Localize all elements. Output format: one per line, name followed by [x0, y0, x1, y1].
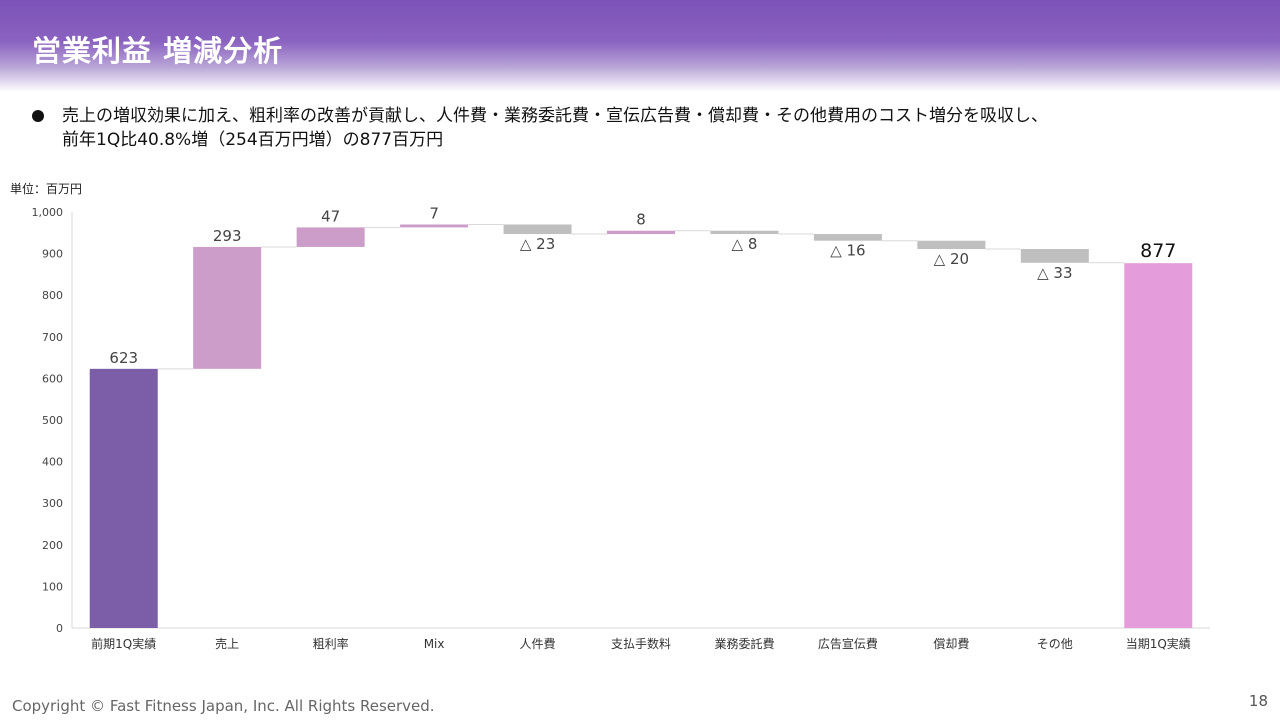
summary-text-line2: 前年1Q比40.8%増（254百万円増）の877百万円	[62, 130, 444, 150]
y-tick-label: 1,000	[32, 206, 64, 219]
bullet-dot-icon	[32, 110, 44, 122]
header-bar: 営業利益 増減分析	[0, 0, 1280, 92]
bar-売上	[193, 246, 262, 369]
bar-粗利率	[296, 227, 365, 247]
data-label: △ 20	[934, 250, 969, 268]
bar-業務委託費	[710, 230, 779, 235]
summary-text-line1: 売上の増収効果に加え、粗利率の改善が貢献し、人件費・業務委託費・宣伝広告費・償却…	[62, 106, 1048, 126]
data-label: △ 33	[1037, 264, 1072, 282]
y-tick-label: 800	[42, 289, 63, 302]
page-title: 営業利益 増減分析	[32, 34, 284, 68]
unit-label: 単位：百万円	[10, 182, 83, 196]
bar-その他	[1020, 249, 1089, 263]
waterfall-chart: 0 100 200 300 400 500 600 700 800 900 1,000 623 前期1Q…	[32, 204, 1210, 651]
bar-人件費	[503, 224, 572, 235]
x-category-label: 広告宣伝費	[818, 636, 878, 651]
x-category-label: 売上	[215, 636, 239, 651]
x-category-label: 粗利率	[313, 636, 349, 651]
page-number: 18	[1248, 692, 1268, 710]
data-label: 47	[321, 207, 340, 225]
bar-当期1Q実績	[1124, 263, 1193, 628]
bar-償却費	[917, 240, 986, 250]
data-label: 8	[636, 211, 646, 229]
copyright-text: Copyright © Fast Fitness Japan, Inc. All…	[12, 697, 435, 715]
data-label: 7	[429, 204, 439, 222]
y-tick-label: 400	[42, 456, 63, 469]
x-category-label: その他	[1037, 637, 1073, 651]
y-tick-label: 900	[42, 248, 63, 261]
y-tick-label: 100	[42, 580, 63, 593]
x-category-label: 前期1Q実績	[91, 636, 156, 651]
data-label: 623	[109, 349, 138, 367]
x-category-label: 支払手数料	[611, 636, 671, 651]
data-label: 293	[213, 227, 242, 245]
bar-Mix	[400, 224, 469, 228]
x-category-label: Mix	[424, 637, 445, 651]
data-label: △ 16	[830, 242, 865, 260]
y-tick-label: 500	[42, 414, 63, 427]
bar-前期1Q実績	[89, 368, 158, 628]
y-tick-label: 200	[42, 539, 63, 552]
x-category-label: 当期1Q実績	[1126, 636, 1191, 651]
y-tick-label: 0	[56, 622, 63, 635]
bar-支払手数料	[607, 230, 675, 235]
data-label: △ 23	[520, 235, 555, 253]
data-label: 877	[1140, 240, 1176, 262]
y-tick-label: 600	[42, 372, 63, 385]
x-category-label: 業務委託費	[714, 636, 774, 651]
y-tick-label: 700	[42, 331, 63, 344]
x-category-label: 人件費	[520, 636, 556, 651]
data-label: △ 8	[732, 235, 758, 253]
y-tick-label: 300	[42, 497, 63, 510]
x-category-label: 償却費	[933, 636, 969, 651]
bar-広告宣伝費	[813, 234, 882, 241]
